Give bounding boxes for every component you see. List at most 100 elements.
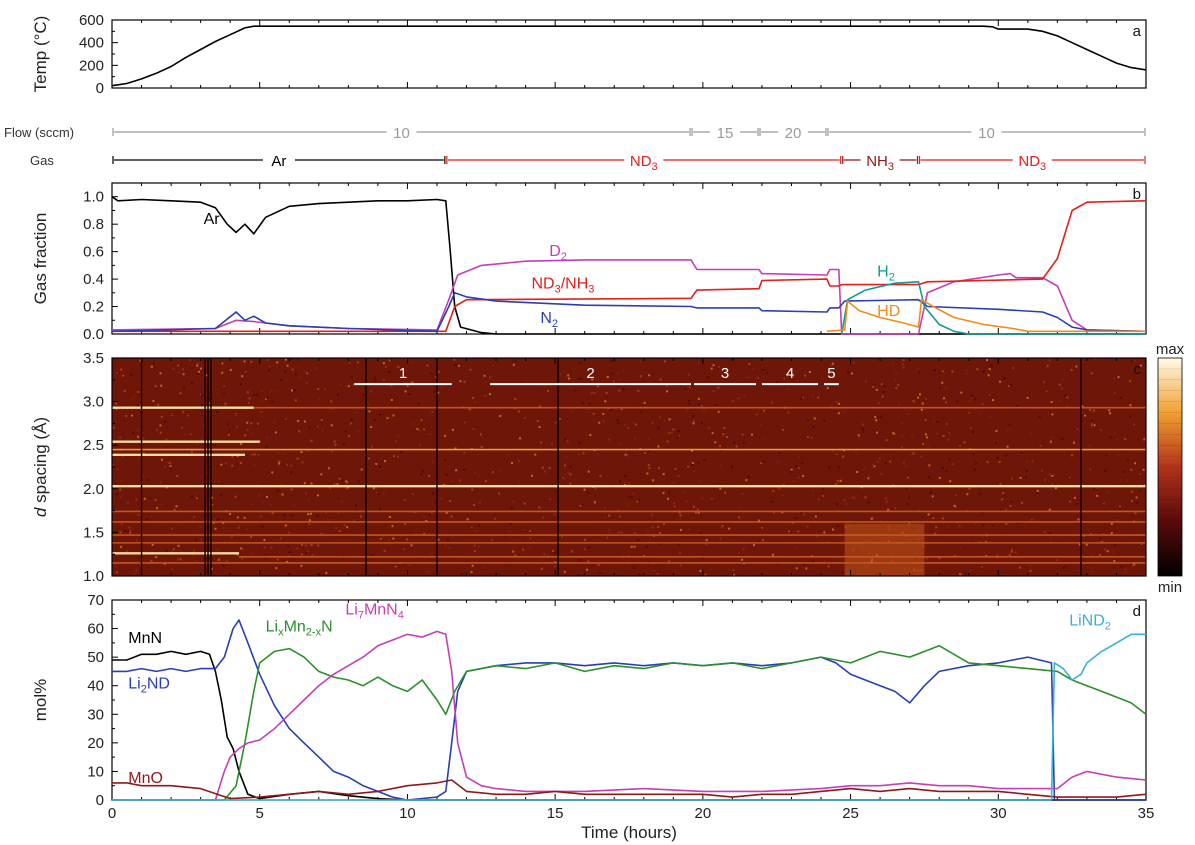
heatmap-speckle bbox=[154, 385, 157, 388]
heatmap-speckle bbox=[290, 488, 293, 491]
panel-d-ytick-label: 30 bbox=[87, 706, 104, 723]
heatmap-speckle bbox=[406, 385, 409, 387]
heatmap-speckle bbox=[1005, 523, 1008, 525]
heatmap-speckle bbox=[554, 490, 557, 493]
heatmap-speckle bbox=[1120, 565, 1123, 568]
heatmap-speckle bbox=[404, 522, 407, 525]
heatmap-speckle bbox=[612, 380, 615, 383]
heatmap-speckle bbox=[1105, 454, 1108, 457]
heatmap-speckle bbox=[306, 372, 308, 375]
heatmap-speckle bbox=[1023, 524, 1025, 527]
heatmap-speckle bbox=[286, 364, 289, 367]
heatmap-speckle bbox=[987, 374, 990, 377]
heatmap-speckle bbox=[363, 563, 366, 566]
heatmap-speckle bbox=[1119, 396, 1122, 399]
heatmap-speckle bbox=[383, 492, 385, 495]
heatmap-speckle bbox=[136, 539, 138, 542]
heatmap-speckle bbox=[610, 360, 613, 362]
heatmap-speckle bbox=[984, 540, 987, 543]
heatmap-speckle bbox=[968, 411, 971, 414]
heatmap-speckle bbox=[781, 428, 784, 431]
heatmap-speckle bbox=[697, 362, 700, 365]
heatmap-speckle bbox=[902, 461, 905, 464]
heatmap-speckle bbox=[599, 571, 602, 574]
heatmap-speckle bbox=[298, 430, 301, 433]
heatmap-speckle bbox=[1050, 486, 1053, 489]
heatmap-speckle bbox=[986, 461, 989, 464]
heatmap-speckle bbox=[942, 434, 945, 437]
heatmap-speckle bbox=[781, 511, 784, 514]
heatmap-speckle bbox=[1007, 385, 1010, 388]
heatmap-speckle bbox=[308, 519, 311, 522]
heatmap-speckle bbox=[266, 496, 268, 498]
heatmap-speckle bbox=[978, 493, 981, 496]
heatmap-speckle bbox=[411, 493, 414, 495]
heatmap-speckle bbox=[310, 482, 313, 485]
heatmap-speckle bbox=[646, 529, 649, 532]
heatmap-speckle bbox=[309, 512, 312, 515]
heatmap-speckle bbox=[1134, 462, 1137, 465]
heatmap-speckle bbox=[357, 430, 360, 433]
heatmap-speckle bbox=[970, 394, 973, 397]
heatmap-speckle bbox=[335, 527, 338, 530]
heatmap-speckle bbox=[602, 413, 605, 415]
heatmap-speckle bbox=[798, 455, 801, 458]
heatmap-speckle bbox=[800, 511, 803, 514]
heatmap-speckle bbox=[720, 526, 723, 529]
heatmap-speckle bbox=[592, 412, 595, 415]
heatmap-speckle bbox=[842, 410, 845, 413]
heatmap-speckle bbox=[143, 497, 146, 500]
heatmap-speckle bbox=[933, 369, 936, 371]
heatmap-speckle bbox=[1021, 501, 1024, 504]
heatmap-speckle bbox=[380, 483, 383, 486]
panel-b-series-label-3-sub: 2 bbox=[552, 318, 558, 330]
heatmap-speckle bbox=[443, 483, 446, 486]
heatmap-speckle bbox=[593, 501, 596, 504]
heatmap-speckle bbox=[328, 467, 330, 470]
heatmap-speckle bbox=[130, 397, 133, 400]
heatmap-speckle bbox=[924, 418, 927, 421]
heatmap-speckle bbox=[632, 421, 635, 424]
heatmap-speckle bbox=[288, 551, 291, 554]
heatmap-speckle bbox=[210, 567, 213, 570]
heatmap-speckle bbox=[261, 525, 264, 528]
panel-d-series-label-2-name-suffix: Mn bbox=[284, 618, 306, 635]
heatmap-speckle bbox=[308, 523, 311, 526]
heatmap-speckle bbox=[368, 410, 371, 413]
panel-b-series-0 bbox=[111, 196, 1146, 335]
heatmap-speckle bbox=[250, 552, 253, 555]
heatmap-speckle bbox=[797, 530, 800, 533]
heatmap-speckle bbox=[597, 454, 600, 457]
heatmap-speckle bbox=[901, 446, 904, 448]
heatmap-speckle bbox=[320, 532, 323, 535]
heatmap-speckle bbox=[356, 520, 359, 522]
heatmap-speckle bbox=[245, 528, 248, 531]
heatmap-speckle bbox=[139, 456, 142, 459]
heatmap-speckle bbox=[862, 423, 865, 426]
heatmap-speckle bbox=[806, 419, 809, 422]
heatmap-speckle bbox=[778, 452, 781, 455]
heatmap-speckle bbox=[177, 364, 180, 367]
heatmap-speckle bbox=[160, 503, 163, 506]
heatmap-speckle bbox=[510, 506, 513, 509]
heatmap-speckle bbox=[1039, 444, 1042, 447]
heatmap-speckle bbox=[474, 400, 477, 403]
heatmap-speckle bbox=[310, 544, 313, 546]
heatmap-speckle bbox=[892, 363, 895, 366]
heatmap-speckle bbox=[578, 442, 581, 445]
heatmap-speckle bbox=[164, 420, 167, 423]
heatmap-speckle bbox=[643, 401, 646, 404]
heatmap-speckle bbox=[150, 514, 153, 517]
heatmap-speckle bbox=[551, 442, 553, 445]
heatmap-speckle bbox=[861, 427, 864, 430]
heatmap-speckle bbox=[599, 474, 602, 477]
heatmap-speckle bbox=[132, 394, 135, 397]
heatmap-speckle bbox=[699, 569, 702, 572]
heatmap-speckle bbox=[426, 570, 429, 573]
heatmap-speckle bbox=[199, 393, 202, 396]
panel-a-ytick-label: 600 bbox=[79, 12, 104, 29]
heatmap-speckle bbox=[344, 430, 347, 433]
heatmap-speckle bbox=[543, 552, 546, 555]
heatmap-speckle bbox=[229, 368, 232, 371]
heatmap-speckle bbox=[879, 519, 882, 522]
